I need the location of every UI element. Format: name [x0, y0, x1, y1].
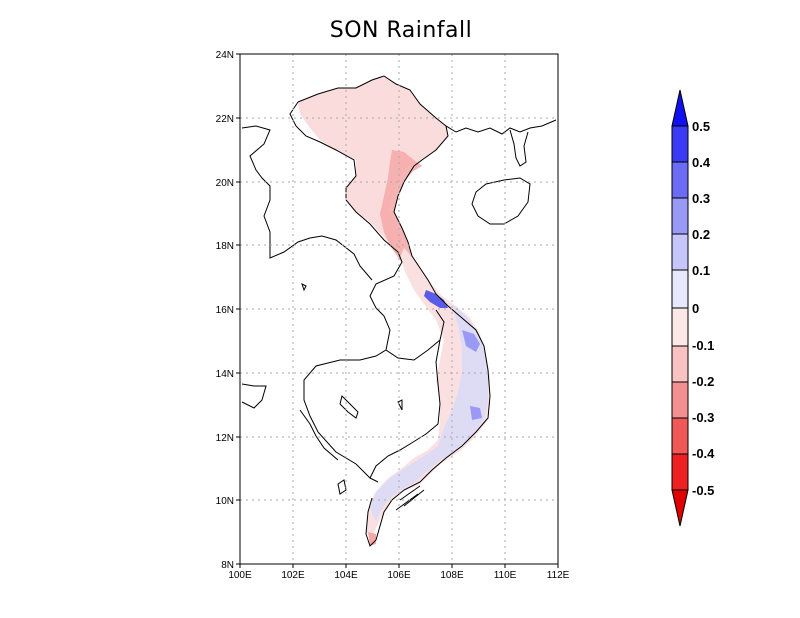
- y-tick-label: 16N: [216, 305, 234, 316]
- colorbar-segment: [671, 269, 689, 309]
- colorbar-segment: [671, 453, 689, 491]
- island-small-1: [301, 283, 307, 292]
- island-small-2: [397, 399, 403, 411]
- y-tick-label: 22N: [216, 114, 234, 125]
- y-tick-label: 20N: [216, 178, 234, 189]
- colorbar-label: -0.2: [692, 374, 714, 389]
- north-coast-band: [380, 150, 428, 286]
- china-coast: [445, 119, 557, 135]
- mekong-delta-2: [403, 489, 425, 507]
- colorbar-label: 0.3: [692, 191, 710, 206]
- colorbar-label: 0.1: [692, 263, 710, 278]
- leizhou-peninsula: [509, 129, 529, 167]
- colorbar-top-arrow: [671, 89, 689, 127]
- south-region-fill: [370, 304, 488, 522]
- colorbar-label: 0.2: [692, 227, 710, 242]
- colorbar-label: 0: [692, 301, 699, 316]
- colorbar-segment: [671, 417, 689, 455]
- x-tick-label: 112E: [547, 570, 570, 581]
- colorbar-labels: 0.5 0.4 0.3 0.2 0.1 0 -0.1 -0.2 -0.3 -0.…: [692, 119, 715, 498]
- colorbar-segment: [671, 197, 689, 235]
- colorbar-segment: [671, 125, 689, 163]
- colorbar-bottom-arrow: [671, 489, 689, 527]
- hainan-island: [471, 177, 531, 225]
- myanmar-border: [241, 383, 267, 409]
- thailand-border-east: [303, 349, 387, 479]
- central-blue-hotspot: [424, 290, 448, 308]
- cambodia-border: [369, 339, 441, 483]
- colorbar-label: -0.3: [692, 410, 714, 425]
- gulf-coast: [299, 409, 339, 461]
- colorbar-segment: [671, 345, 689, 383]
- tick-marks: [236, 53, 559, 568]
- vietnam-rainfall-field: [298, 76, 490, 546]
- north-region-fill: [298, 76, 448, 252]
- mekong-delta-3: [395, 493, 419, 511]
- colorbar-segment: [671, 161, 689, 199]
- central-blue-patch-2: [462, 330, 480, 352]
- x-tick-label: 108E: [440, 570, 464, 581]
- grid-lines: [240, 54, 558, 564]
- y-tick-label: 10N: [216, 496, 234, 507]
- thailand-border-north: [241, 125, 373, 281]
- mekong-delta-1: [399, 485, 421, 501]
- tonle-sap-lake: [339, 395, 359, 419]
- colorbar-label: -0.5: [692, 483, 714, 498]
- colorbar-segment: [671, 381, 689, 419]
- central-blue-patch-3: [470, 406, 482, 420]
- y-tick-label: 18N: [216, 241, 234, 252]
- colorbar-label: -0.1: [692, 338, 714, 353]
- y-tick-label: 12N: [216, 433, 234, 444]
- y-tick-label: 8N: [221, 560, 234, 571]
- colorbar: [671, 89, 689, 527]
- x-tick-label: 100E: [228, 570, 252, 581]
- colorbar-segment: [671, 233, 689, 271]
- vietnam-outline: [297, 75, 491, 547]
- x-tick-label: 104E: [334, 570, 358, 581]
- y-tick-label: 24N: [216, 50, 234, 61]
- colorbar-label: -0.4: [692, 446, 715, 461]
- x-tick-label: 102E: [281, 570, 305, 581]
- country-borders: [241, 75, 557, 547]
- colorbar-label: 0.5: [692, 119, 710, 134]
- y-tick-label: 14N: [216, 369, 234, 380]
- chart-title: SON Rainfall: [329, 18, 473, 43]
- x-tick-label: 110E: [494, 570, 517, 581]
- laos-border: [289, 101, 445, 361]
- x-tick-labels: 100E 102E 104E 106E 108E 110E 112E: [228, 570, 569, 581]
- colorbar-label: 0.4: [692, 155, 711, 170]
- y-tick-labels: 24N 22N 20N 18N 16N 14N 12N 10N 8N: [216, 50, 234, 571]
- x-tick-label: 106E: [387, 570, 411, 581]
- island-phu-quoc: [337, 479, 347, 495]
- colorbar-segment: [671, 307, 689, 347]
